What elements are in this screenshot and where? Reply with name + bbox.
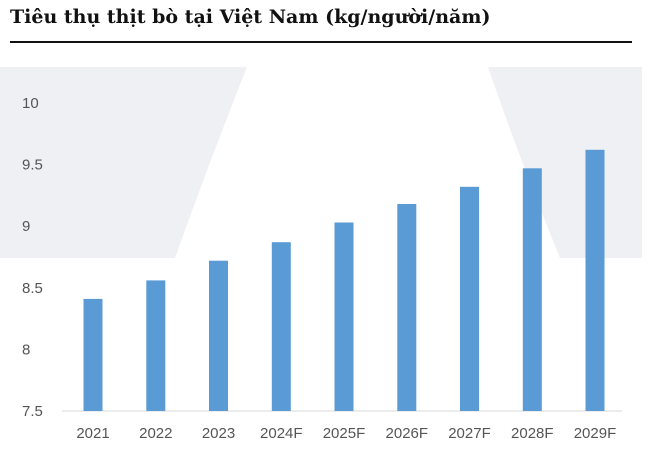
x-tick-label: 2024F xyxy=(260,425,303,442)
y-tick-label: 8.5 xyxy=(22,280,43,297)
title-underline xyxy=(10,41,632,43)
y-tick-label: 9 xyxy=(22,218,30,235)
x-tick-label: 2028F xyxy=(511,425,554,442)
x-tick-label: 2022 xyxy=(139,425,172,442)
chart-background xyxy=(0,67,642,258)
bar-2028F xyxy=(522,168,542,411)
y-tick-label: 8 xyxy=(22,341,30,358)
x-tick-label: 2021 xyxy=(76,425,109,442)
bar-2026F xyxy=(397,204,417,411)
y-tick-label: 7.5 xyxy=(22,403,43,420)
bar-2021 xyxy=(83,298,103,411)
x-tick-label: 2023 xyxy=(202,425,235,442)
bar-2025F xyxy=(334,222,354,411)
chart-title: Tiêu thụ thịt bò tại Việt Nam (kg/người/… xyxy=(10,6,491,28)
bar-2029F xyxy=(585,149,605,412)
x-tick-label: 2027F xyxy=(448,425,491,442)
y-tick-label: 10 xyxy=(22,95,39,112)
bar-2024F xyxy=(271,242,291,411)
x-tick-label: 2029F xyxy=(574,425,617,442)
bars xyxy=(83,149,605,412)
x-tick-label: 2026F xyxy=(386,425,429,442)
y-axis-tick-labels: 7.5 8 8.5 9 9.5 10 xyxy=(22,95,43,420)
x-axis-tick-labels: 2021 2022 2023 2024F 2025F 2026F 2027F 2028F 202… xyxy=(76,425,616,442)
bar-2027F xyxy=(460,186,479,411)
y-tick-label: 9.5 xyxy=(22,157,43,174)
bar-2022 xyxy=(146,280,166,411)
x-tick-label: 2025F xyxy=(323,425,366,442)
bar-2023 xyxy=(209,260,228,411)
